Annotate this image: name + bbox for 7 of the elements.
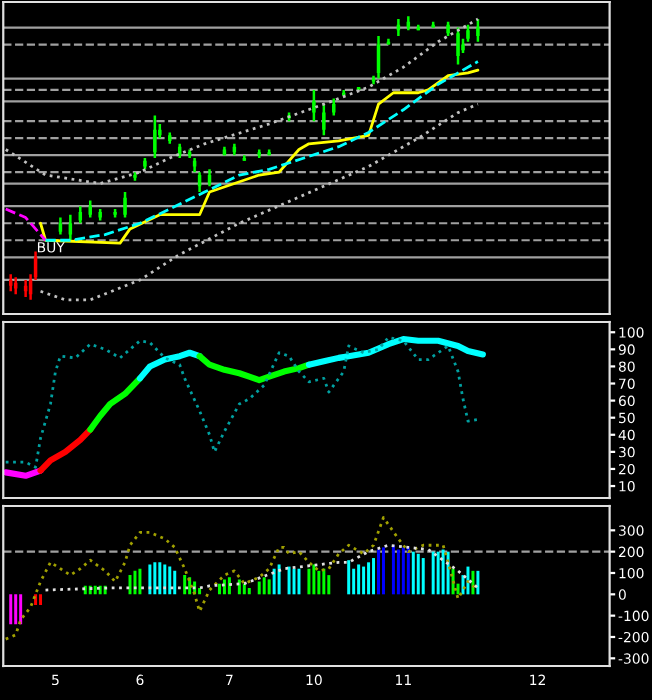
line-series bbox=[37, 426, 94, 474]
line-series bbox=[4, 516, 480, 641]
line-series bbox=[44, 543, 480, 592]
line-series bbox=[196, 353, 312, 384]
line-series bbox=[4, 335, 480, 469]
line-series bbox=[305, 336, 486, 368]
line-series bbox=[87, 375, 143, 433]
